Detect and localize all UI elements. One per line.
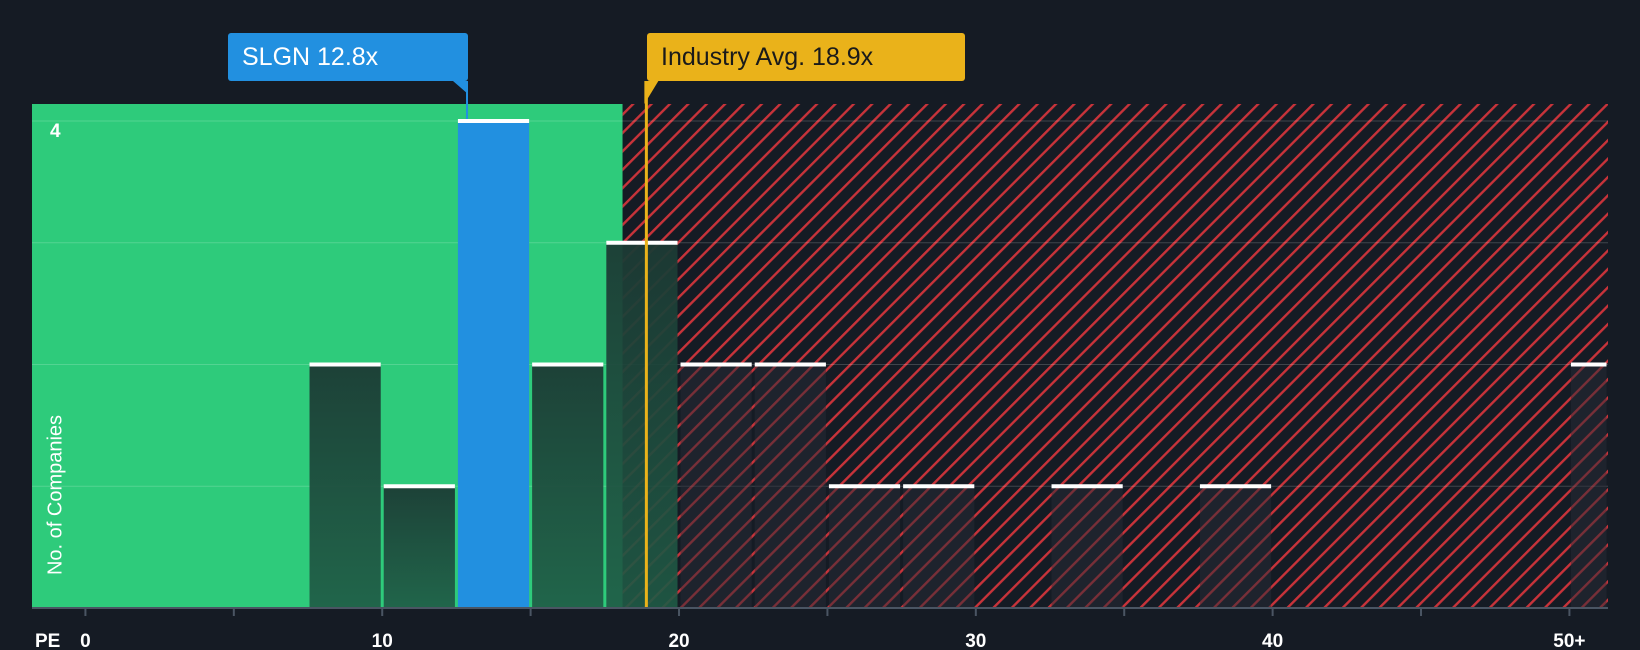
x-tick-label: 30 <box>965 631 986 650</box>
histogram-bar <box>903 486 975 608</box>
bar-cap <box>532 362 604 367</box>
histogram-bar <box>606 242 678 608</box>
bar-cap <box>680 362 752 367</box>
x-tick-label: 40 <box>1262 631 1283 650</box>
bar-cap <box>903 484 975 489</box>
y-tick-label: 4 <box>50 121 61 142</box>
bar-cap <box>1051 484 1123 489</box>
histogram-bar <box>1051 486 1123 608</box>
industry-callout-pointer <box>644 81 659 104</box>
company-callout-pointer <box>453 81 468 94</box>
histogram-bar <box>828 486 901 608</box>
y-axis-label: No. of Companies <box>44 415 66 575</box>
bar-cap <box>457 119 530 123</box>
x-tick-label: 0 <box>80 631 91 650</box>
x-tick-label: 50+ <box>1553 631 1585 650</box>
histogram-bar <box>754 364 826 608</box>
histogram-bar <box>532 364 604 608</box>
bar-cap <box>1570 362 1607 367</box>
x-tick-label: 20 <box>668 631 689 650</box>
bar-cap <box>828 484 901 489</box>
company-bar <box>457 121 530 608</box>
histogram-bar <box>680 364 752 608</box>
bar-cap <box>1199 484 1272 489</box>
bar-cap <box>754 362 826 367</box>
histogram-bar <box>383 486 455 608</box>
bar-cap <box>606 240 678 245</box>
histogram-bar <box>1570 364 1607 608</box>
bar-cap <box>309 362 381 367</box>
histogram-bar <box>1199 486 1272 608</box>
x-tick-label: 10 <box>372 631 393 650</box>
bar-cap <box>383 484 455 489</box>
company-pe-callout: SLGN 12.8x <box>228 33 468 81</box>
x-axis-label: PE <box>35 631 60 650</box>
histogram-bar <box>309 364 381 608</box>
industry-average-callout: Industry Avg. 18.9x <box>647 33 965 81</box>
